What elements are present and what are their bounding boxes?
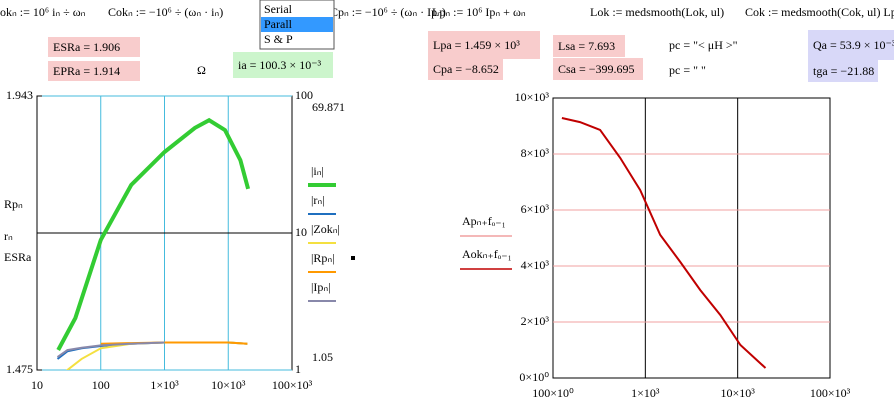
formula: Lpₙ := 10⁶ Ipₙ + ωₙ [432,5,526,19]
listbox-item[interactable]: Serial [264,2,293,16]
result-box [553,58,643,80]
result-text: ia = 100.3 × 10⁻³ [238,58,322,72]
result-box [553,35,625,57]
result-box [664,60,784,80]
series-line [56,341,165,358]
x-tick-label: 10×10³ [211,378,246,392]
x-tick-label: 10×10³ [720,386,755,400]
y-tick-label: 8×10³ [521,146,550,160]
plot: 10 100 1×10³ 10×10³ 100×10³ 1 10 100 1.475 1.943 R… [4,88,345,392]
series-line [56,117,251,351]
x-tick-label: 100×10⁰ [532,386,574,400]
y2-tick-label: 1 [295,362,301,376]
result-text: Ω [197,63,206,77]
y-tick-label: 1.943 [6,88,33,102]
y-tick-label: 0×10⁰ [519,370,549,384]
plot: 100×10⁰ 1×10³ 10×10³ 100×10³ 0×10⁰ 2×10³ 4×10³… [460,90,851,400]
y-tick-label: 2×10³ [521,314,550,328]
y-tick-label: 1.475 [6,362,33,376]
result-text: Lsa = 7.693 [558,39,615,53]
formula: Cokₙ := −10⁶ ÷ (ωₙ · iₙ) [108,5,223,19]
legend-label: |rₙ| [311,193,325,207]
result-box [664,35,784,55]
plot-lines [561,117,767,369]
result-box [808,60,878,82]
result-text: Qa = 53.9 × 10⁻³ [813,38,894,52]
plot-area [552,97,831,379]
y-tick-label: 6×10³ [521,202,550,216]
y2-annotation: 1.05 [312,350,333,364]
formula: okₙ := 10⁶ iₙ ÷ ωₙ [0,5,86,19]
formula: Cpₙ := −10⁶ ÷ (ωₙ · Ipₙ) [330,5,446,19]
result-text: EPRa = 1.914 [53,64,120,78]
listbox-item[interactable]: Parall [264,17,293,31]
legend-label: |Zokₙ| [311,222,340,236]
y2-tick-label: 100 [295,88,313,102]
result-box [192,60,212,80]
x-tick-label: 10 [31,378,43,392]
result-text: Csa = −399.695 [558,62,635,76]
handle [351,256,355,260]
axis-label: Rpₙ [4,197,23,211]
y-tick-label: 4×10³ [521,258,550,272]
legend-label: |Rpₙ| [311,251,335,265]
result-text: pc = "< μH >" [669,38,738,52]
legend-label: Aokₙ₊fₒ₋₁ [462,247,512,261]
result-box [808,30,894,60]
result-box [428,31,540,59]
result-text: Cpa = −8.652 [433,62,499,76]
result-text: Lpa = 1.459 × 10³ [433,38,520,52]
result-box [48,61,140,81]
result-text: tga = −21.88 [813,64,874,78]
y-tick-label: 10×10³ [515,90,550,104]
axis-label: rₙ [4,229,13,243]
result-text: pc = " " [669,63,706,77]
plot-lines [56,117,251,370]
x-tick-label: 100×10³ [810,386,851,400]
x-tick-label: 1×10³ [631,386,660,400]
result-box [48,37,140,57]
x-tick-label: 100 [92,378,110,392]
y2-tick-label: 10 [295,225,307,239]
x-tick-label: 1×10³ [150,378,179,392]
x-tick-label: 100×10³ [272,378,313,392]
legend-label: Apₙ₊fₒ₋₁ [462,214,506,228]
listbox-item[interactable]: S & P [264,32,293,46]
result-box [233,52,333,78]
result-text: ESRa = 1.906 [53,40,120,54]
legend-label: |Ipₙ| [311,280,331,294]
listbox-highlight [261,17,333,32]
axis-label: ESRa [4,250,32,264]
result-box [428,58,503,80]
legend-label: |iₙ| [311,164,324,178]
formula: Lok := medsmooth(Lok, ul) [590,5,724,19]
y2-annotation: 69.871 [312,100,345,114]
series-line [561,117,767,369]
formula: Cok := medsmooth(Cok, ul) Lp [745,5,894,19]
